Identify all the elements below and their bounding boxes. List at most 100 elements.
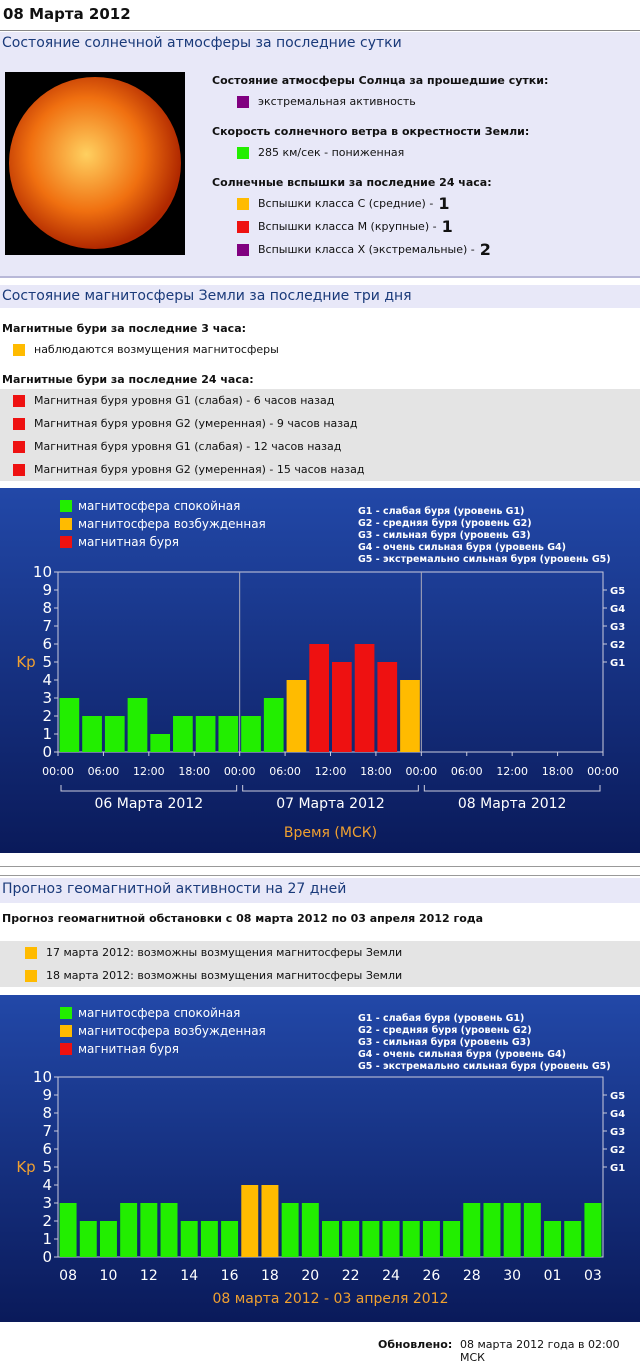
swatch [237, 197, 249, 210]
x-tick-label: 12:00 [496, 765, 528, 778]
swatch [13, 440, 25, 453]
items: экстремальная активность [212, 90, 548, 113]
storm-scale-label: G5 - экстремально сильная буря (уровень … [358, 1061, 611, 1072]
y-tick-label: 10 [33, 563, 52, 581]
bar [173, 716, 193, 752]
y-tick-label: 2 [42, 707, 52, 725]
list-item: 17 марта 2012: возможны возмущения магни… [0, 941, 640, 964]
legend-label: магнитная буря [78, 535, 179, 549]
x-axis-label: 08 марта 2012 - 03 апреля 2012 [212, 1291, 448, 1307]
bar [402, 1221, 420, 1257]
legend-swatch [60, 536, 72, 548]
list-item: 18 марта 2012: возможны возмущения магни… [0, 964, 640, 987]
x-tick-label: 18:00 [542, 765, 574, 778]
y-tick-label: 2 [42, 1212, 52, 1230]
y2-tick-label: G5 [610, 586, 625, 597]
x-tick-label: 00:00 [405, 765, 437, 778]
item-text: наблюдаются возмущения магнитосферы [34, 343, 279, 356]
storm-scale-label: G2 - средняя буря (уровень G2) [358, 1025, 532, 1036]
item-text: Магнитная буря уровня G2 (умеренная) - 1… [34, 463, 365, 476]
items: наблюдаются возмущения магнитосферы [0, 338, 640, 361]
bar [221, 1221, 239, 1257]
legend-swatch [60, 1007, 72, 1019]
y-tick-label: 0 [42, 743, 52, 761]
legend-label: магнитосфера спокойная [78, 499, 240, 513]
item-text: Вспышки класса X (экстремальные) - [258, 243, 475, 256]
list-item: Магнитная буря уровня G1 (слабая) - 12 ч… [0, 435, 640, 458]
legend-swatch [60, 1043, 72, 1055]
day-bracket [423, 785, 601, 792]
legend-swatch [60, 500, 72, 512]
x-tick-label: 24 [382, 1268, 400, 1284]
bar [59, 698, 80, 752]
item-text: Магнитная буря уровня G1 (слабая) - 6 ча… [34, 394, 335, 407]
y-tick-label: 8 [42, 1104, 52, 1122]
group-heading: Скорость солнечного ветра в окрестности … [212, 125, 530, 138]
y2-tick-label: G1 [610, 658, 625, 669]
y2-tick-label: G2 [610, 1145, 625, 1156]
y2-tick-label: G4 [610, 604, 625, 615]
x-tick-label: 00:00 [224, 765, 256, 778]
bar [120, 1203, 138, 1257]
bar [523, 1203, 541, 1257]
bar [354, 644, 375, 752]
item-text: 285 км/сек - пониженная [258, 146, 405, 159]
item-text: 17 марта 2012: возможны возмущения магни… [46, 946, 403, 959]
kp-forecast-chart: магнитосфера спокойная магнитосфера возбу… [0, 995, 640, 1322]
list-item: Магнитная буря уровня G2 (умеренная) - 1… [0, 458, 640, 481]
bar [180, 1221, 198, 1257]
updated-value: 08 марта 2012 года в 02:00 МСК [460, 1338, 620, 1364]
bar [503, 1203, 521, 1257]
item-text: Магнитная буря уровня G2 (умеренная) - 9… [34, 417, 358, 430]
x-tick-label: 12:00 [315, 765, 347, 778]
swatch [13, 394, 25, 407]
x-tick-label: 00:00 [42, 765, 74, 778]
y-tick-label: 6 [42, 1140, 52, 1158]
bar [195, 716, 216, 752]
group-heading: Магнитные бури за последние 24 часа: [2, 373, 254, 386]
storm-scale-label: G4 - очень сильная буря (уровень G4) [358, 1049, 566, 1060]
bar [564, 1221, 582, 1257]
y2-tick-label: G3 [610, 1127, 625, 1138]
item-text: Вспышки класса M (крупные) - [258, 220, 437, 233]
item-text: Магнитная буря уровня G1 (слабая) - 12 ч… [34, 440, 342, 453]
item-count: 1 [438, 194, 450, 213]
legend-label: магнитосфера возбужденная [78, 1024, 266, 1038]
x-tick-label: 14 [180, 1268, 198, 1284]
item-count: 1 [441, 217, 453, 236]
list-item: 285 км/сек - пониженная [212, 141, 548, 164]
list-item: экстремальная активность [212, 90, 548, 113]
y-tick-label: 1 [42, 725, 52, 743]
storm-scale-label: G3 - сильная буря (уровень G3) [358, 530, 531, 541]
list-item: Вспышки класса M (крупные) - 1 [212, 215, 548, 238]
storm-scale-label: G5 - экстремально сильная буря (уровень … [358, 554, 611, 565]
group: Магнитные бури за последние 24 часа: Магн… [0, 371, 640, 481]
y-tick-label: 9 [42, 581, 52, 599]
day-label: 08 Марта 2012 [458, 796, 567, 812]
x-tick-label: 16 [221, 1268, 239, 1284]
bar [261, 1185, 279, 1257]
y-tick-label: 8 [42, 599, 52, 617]
bar [422, 1221, 440, 1257]
group-heading: Состояние атмосферы Солнца за прошедшие … [212, 74, 549, 87]
x-tick-label: 18:00 [178, 765, 210, 778]
bar [241, 1185, 259, 1257]
list-item: Вспышки класса C (средние) - 1 [212, 192, 548, 215]
bar [160, 1203, 178, 1257]
x-tick-label: 06:00 [269, 765, 301, 778]
bar [309, 644, 329, 752]
item-text: экстремальная активность [258, 95, 416, 108]
items: Магнитная буря уровня G1 (слабая) - 6 ча… [0, 389, 640, 481]
x-tick-label: 12:00 [133, 765, 165, 778]
y-tick-label: 0 [42, 1248, 52, 1266]
legend-swatch [60, 1025, 72, 1037]
day-bracket [242, 785, 419, 792]
section-title: Состояние магнитосферы Земли за последни… [2, 288, 412, 304]
forecast-title-band: Прогноз геомагнитной активности на 27 дн… [0, 878, 640, 903]
y-tick-label: 6 [42, 635, 52, 653]
bar [281, 1203, 299, 1257]
kp-chart-3-days: магнитосфера спокойная магнитосфера возбу… [0, 488, 640, 853]
swatch [13, 417, 25, 430]
x-tick-label: 03 [584, 1268, 602, 1284]
